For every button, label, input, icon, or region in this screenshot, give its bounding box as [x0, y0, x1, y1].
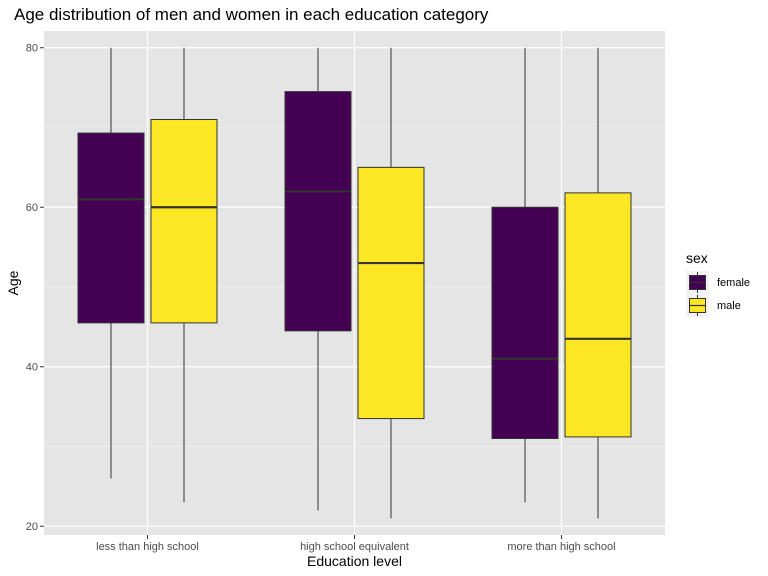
box-iqr	[284, 91, 352, 332]
x-tick-label: less than high school	[96, 541, 199, 553]
x-axis: less than high school high school equival…	[96, 535, 616, 553]
chart-title: Age distribution of men and women in eac…	[14, 5, 489, 24]
box-iqr	[491, 206, 559, 440]
legend-item-male: male	[686, 294, 741, 317]
box-male-3	[564, 47, 632, 519]
x-axis-title: Education level	[307, 553, 402, 569]
y-axis: 20 40 60 80	[26, 43, 44, 533]
box-female-3	[491, 47, 559, 503]
y-tick-label: 60	[26, 202, 38, 214]
legend-title: sex	[686, 250, 708, 266]
box-layer	[77, 47, 632, 519]
box-iqr	[564, 192, 632, 438]
legend: sex female male	[686, 250, 750, 317]
box-female-1	[77, 47, 145, 479]
legend-label-female: female	[717, 277, 750, 289]
x-tick-label: high school equivalent	[300, 541, 409, 553]
box-iqr	[150, 119, 218, 324]
box-iqr	[77, 132, 145, 324]
legend-item-female: female	[686, 271, 750, 294]
box-female-2	[284, 47, 352, 511]
y-axis-title: Age	[5, 270, 21, 295]
y-tick-label: 20	[26, 521, 38, 533]
box-male-1	[150, 47, 218, 503]
y-tick-label: 80	[26, 43, 38, 55]
y-tick-label: 40	[26, 362, 38, 374]
box-male-2	[357, 47, 425, 519]
x-tick-label: more than high school	[507, 541, 615, 553]
legend-label-male: male	[717, 300, 741, 312]
grid-layer	[44, 31, 665, 535]
box-iqr	[357, 166, 425, 420]
